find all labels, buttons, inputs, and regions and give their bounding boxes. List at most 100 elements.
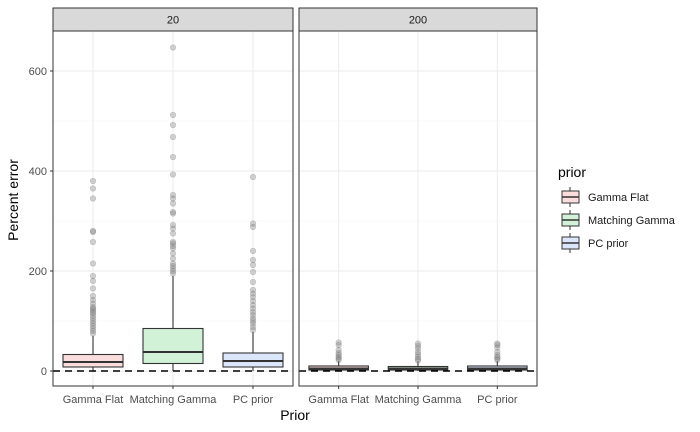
outlier-point [169, 133, 177, 141]
legend-label: Matching Gamma [588, 215, 676, 227]
outlier-point [169, 240, 177, 247]
outlier-point [89, 322, 97, 330]
x-tick-label: PC prior [477, 394, 518, 406]
outlier-point [89, 228, 97, 236]
box-gamma-flat [62, 177, 124, 371]
outlier-point [89, 238, 97, 246]
outlier-point [169, 267, 177, 275]
y-axis-title: Percent error [5, 159, 21, 241]
outlier-point [89, 177, 97, 185]
legend-entry: Matching Gamma [561, 210, 676, 230]
outlier-point [89, 272, 97, 280]
outlier-point [169, 225, 177, 232]
outlier-point [249, 305, 257, 312]
outlier-point [89, 277, 97, 285]
outlier-point [169, 121, 177, 129]
facet-panel-200: 200 Gamma Flat Matching Gamma PC prior [298, 7, 538, 406]
outlier-point [169, 242, 177, 250]
outlier-point [249, 261, 257, 269]
outlier-point [249, 247, 257, 255]
facet-strip [298, 7, 538, 32]
outlier-point [169, 195, 177, 202]
outlier-point [414, 348, 422, 356]
x-tick-label: Matching Gamma [130, 394, 218, 406]
outlier-point [494, 341, 501, 349]
outlier-point [335, 351, 342, 359]
outlier-point [89, 317, 97, 325]
y-tick-label: 200 [29, 266, 47, 278]
outlier-point [249, 315, 257, 322]
outlier-point [89, 315, 97, 322]
outlier-point [89, 312, 97, 320]
x-axis-title: Prior [280, 407, 310, 423]
box-gamma-flat [308, 339, 369, 371]
y-tick-label: 0 [41, 366, 47, 378]
outlier-point [89, 227, 97, 235]
outlier-point [335, 349, 342, 357]
facet-strip [52, 7, 294, 32]
outlier-point [169, 262, 177, 270]
outlier-point [335, 355, 342, 362]
outlier-point [89, 305, 97, 312]
outlier-point [414, 353, 422, 361]
x-tick-label: Gamma Flat [63, 394, 124, 406]
outlier-point [169, 265, 177, 272]
outlier-point [169, 191, 177, 199]
outlier-point [89, 195, 97, 202]
box-body [142, 327, 204, 365]
facet-strip-label: 200 [409, 15, 427, 27]
outlier-point [335, 339, 342, 346]
outlier-point [89, 327, 97, 335]
outlier-point [89, 308, 97, 316]
outlier-point [414, 351, 422, 358]
outlier-point [89, 303, 97, 311]
outlier-point [169, 230, 177, 237]
outlier-point [249, 220, 257, 227]
outlier-point [169, 250, 177, 257]
outlier-point [169, 221, 177, 229]
outlier-point [335, 353, 342, 361]
outlier-point [169, 200, 177, 207]
outlier-point [335, 346, 342, 354]
outlier-point [249, 256, 257, 264]
outlier-point [249, 293, 257, 301]
outlier-point [335, 356, 342, 364]
outlier-point [249, 290, 257, 297]
outlier-point [169, 210, 177, 217]
outlier-point [335, 341, 342, 349]
outlier-point [249, 323, 257, 331]
outlier-point [169, 255, 177, 262]
y-tick-label: 400 [29, 166, 47, 178]
outlier-point [249, 301, 257, 309]
outlier-point [249, 173, 257, 181]
outlier-point [169, 153, 177, 161]
outlier-point [249, 297, 257, 305]
outlier-point [169, 270, 177, 277]
legend-entry: PC prior [561, 233, 629, 253]
outlier-point [89, 330, 97, 337]
outlier-point [89, 300, 97, 307]
outlier-point [169, 44, 177, 51]
legend-entry: Gamma Flat [561, 187, 649, 207]
outlier-point [89, 285, 97, 292]
outlier-point [249, 308, 257, 316]
box-matching-gamma [387, 340, 449, 371]
outlier-point [169, 260, 177, 267]
outlier-point [89, 185, 97, 192]
outlier-point [169, 111, 177, 119]
x-tick-label: PC prior [233, 394, 274, 406]
outlier-point [169, 238, 177, 246]
legend-title: prior [558, 164, 586, 180]
outlier-point [89, 320, 97, 327]
outlier-point [169, 171, 177, 178]
outlier-point [89, 306, 97, 314]
x-tick-label: Gamma Flat [308, 394, 369, 406]
outlier-point [249, 311, 257, 319]
outlier-point [414, 355, 422, 363]
outlier-point [89, 292, 97, 300]
outlier-point [494, 355, 501, 362]
outlier-point [414, 342, 422, 350]
legend-label: PC prior [588, 238, 629, 250]
box-matching-gamma [142, 44, 204, 371]
